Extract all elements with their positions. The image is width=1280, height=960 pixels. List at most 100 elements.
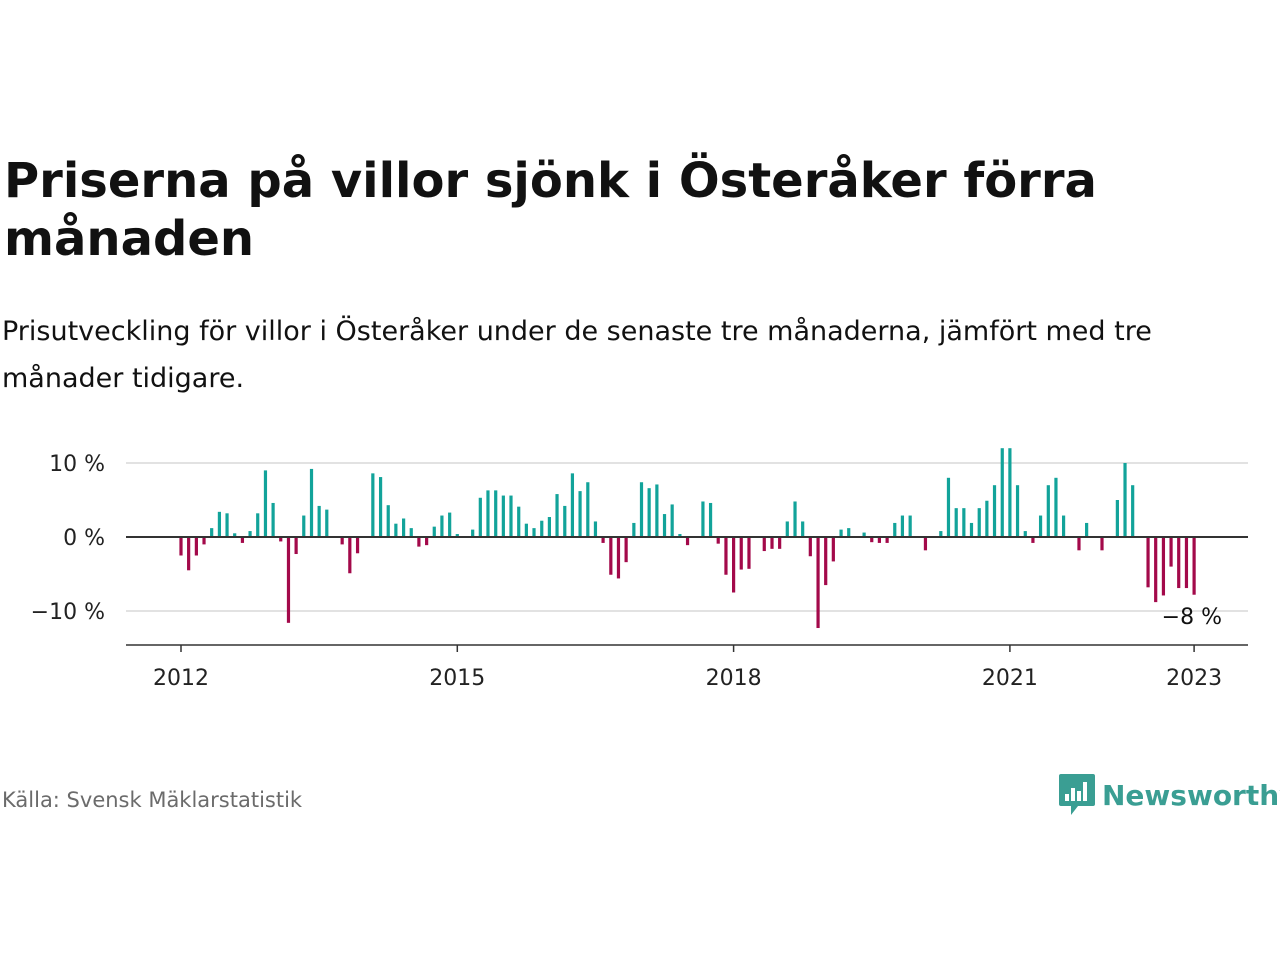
bar — [847, 528, 851, 537]
bar — [1169, 537, 1173, 567]
y-axis-tick-labels: 10 % 0 % −10 % — [31, 452, 105, 625]
bar — [900, 515, 905, 537]
bar — [839, 529, 843, 537]
bar — [824, 537, 828, 586]
bar — [378, 477, 383, 537]
bar — [586, 482, 590, 537]
bar — [517, 506, 521, 537]
bar — [908, 515, 912, 537]
x-tick-label: 2018 — [706, 666, 762, 691]
bar — [409, 528, 413, 537]
bar — [877, 537, 881, 543]
bar — [770, 537, 774, 549]
bar — [309, 468, 314, 537]
bar — [425, 537, 429, 546]
chart-title: Priserna på villor sjönk i Österåker för… — [4, 153, 1097, 267]
bar — [355, 537, 360, 554]
bar — [870, 537, 874, 543]
x-axis-ticks: 2012 2015 2018 2021 2023 — [153, 645, 1222, 691]
bar — [1077, 537, 1081, 551]
bar — [386, 505, 390, 537]
bar — [601, 537, 605, 543]
bar — [302, 515, 306, 537]
bar — [716, 537, 720, 544]
chart-subtitle: Prisutveckling för villor i Österåker un… — [2, 316, 1152, 394]
bar — [187, 537, 191, 571]
bar — [969, 522, 974, 537]
bar — [793, 501, 797, 537]
bar — [317, 505, 321, 537]
bar — [1046, 485, 1050, 537]
bar — [708, 502, 713, 537]
bar — [394, 523, 398, 537]
bar — [739, 537, 743, 570]
bar — [440, 515, 444, 537]
bar — [194, 537, 198, 556]
bar — [1192, 537, 1196, 595]
bar — [1184, 537, 1189, 589]
bar — [616, 537, 621, 579]
bar — [563, 505, 567, 537]
bar — [662, 514, 667, 537]
bar — [954, 508, 958, 537]
bar — [1131, 485, 1135, 537]
x-tick-label: 2021 — [982, 666, 1038, 691]
bar — [233, 533, 237, 537]
bar — [494, 490, 498, 537]
bar — [808, 537, 812, 557]
bar — [540, 520, 544, 537]
bar — [486, 490, 490, 537]
bar — [555, 494, 559, 537]
bar — [593, 521, 598, 537]
bar — [923, 537, 928, 551]
bar — [578, 491, 582, 537]
bar — [271, 502, 275, 537]
newsworthy-logo: Newsworthy — [1058, 772, 1280, 818]
bar — [532, 528, 536, 537]
bar — [240, 537, 245, 543]
bar — [801, 521, 805, 537]
bar — [371, 473, 375, 537]
bar — [501, 495, 505, 537]
bar — [762, 537, 766, 552]
bar — [294, 537, 298, 555]
bar — [831, 537, 835, 562]
bar — [1085, 522, 1089, 537]
bar — [885, 537, 889, 543]
bar — [279, 537, 283, 542]
bar — [624, 537, 628, 563]
bar — [1061, 515, 1066, 537]
bar — [647, 488, 651, 537]
bar — [747, 537, 751, 569]
bar — [778, 537, 782, 549]
bar — [816, 537, 820, 629]
bar — [325, 509, 329, 537]
bar — [217, 511, 222, 537]
bar — [670, 504, 674, 537]
bar — [992, 485, 997, 537]
bar — [210, 528, 214, 537]
bar — [202, 537, 206, 545]
bar — [348, 537, 352, 574]
bar — [524, 523, 528, 537]
bar — [455, 534, 459, 537]
bar — [678, 534, 682, 537]
bar — [1008, 448, 1012, 537]
bar — [655, 484, 659, 537]
bar — [417, 537, 421, 547]
bar — [1054, 477, 1058, 537]
bar — [609, 537, 613, 575]
bar — [1146, 537, 1150, 588]
bar — [1100, 537, 1104, 551]
bar — [263, 470, 268, 537]
last-value-label: −8 % — [1162, 605, 1222, 630]
source-note: Källa: Svensk Mäklarstatistik — [2, 788, 303, 812]
bar — [939, 531, 943, 537]
bar — [448, 512, 452, 537]
x-tick-label: 2015 — [429, 666, 485, 691]
bar — [286, 537, 291, 623]
bar — [225, 513, 229, 537]
x-tick-label: 2023 — [1166, 666, 1222, 691]
bar — [701, 501, 705, 537]
bar — [478, 497, 482, 537]
